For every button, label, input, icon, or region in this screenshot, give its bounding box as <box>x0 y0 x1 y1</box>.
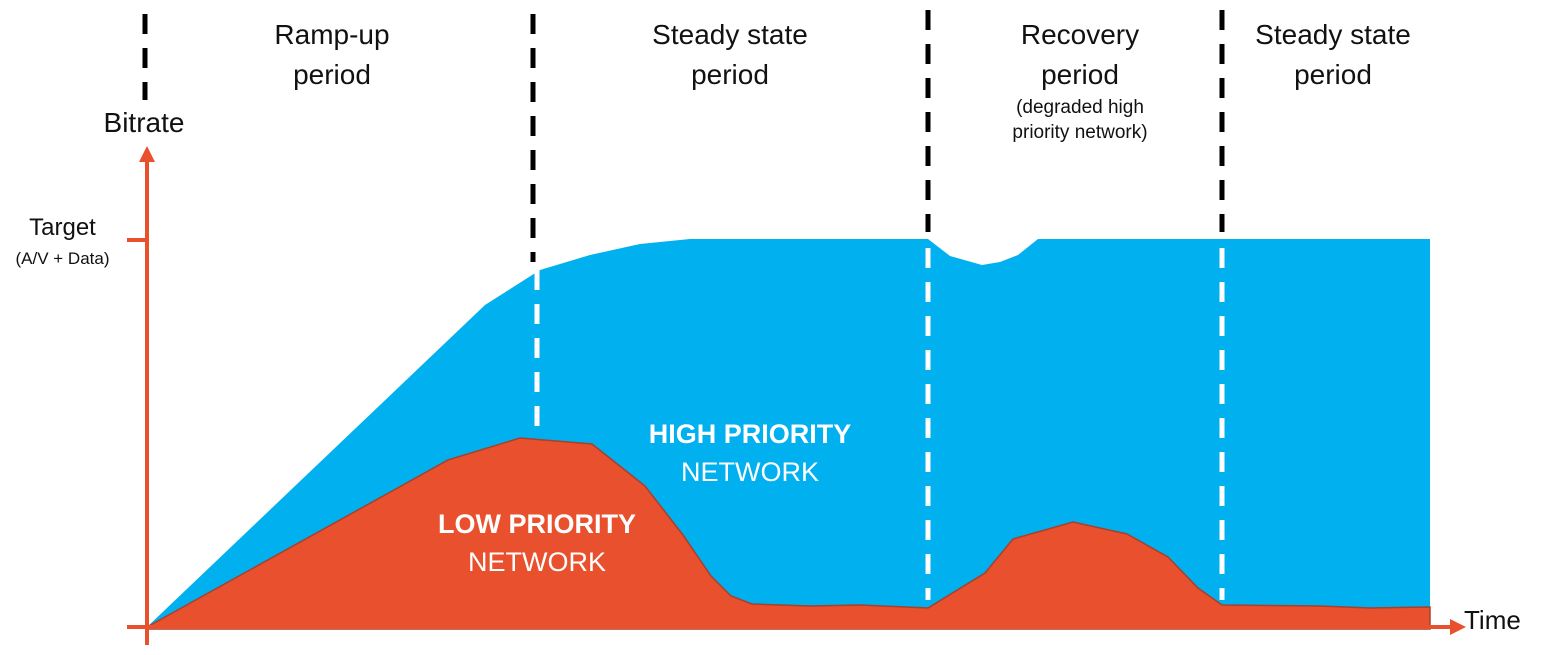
high-priority-subtitle: NETWORK <box>681 457 819 487</box>
low-priority-title: LOW PRIORITY <box>438 509 636 539</box>
period-label-rampup: Ramp-up period <box>232 15 432 95</box>
low-priority-subtitle: NETWORK <box>468 547 606 577</box>
period-label-steady-2: Steady state period <box>1223 15 1443 95</box>
y-axis-arrow <box>139 146 155 162</box>
y-axis-label: Bitrate <box>103 107 185 138</box>
period-subtitle: period <box>691 59 769 90</box>
period-subtitle: period <box>1294 59 1372 90</box>
period-title: Steady state <box>1255 19 1411 50</box>
low-priority-label: LOW PRIORITY NETWORK <box>387 505 687 581</box>
period-note: (degraded high <box>1016 97 1144 118</box>
period-label-recovery: Recovery period (degraded high priority … <box>970 15 1190 145</box>
period-subtitle: period <box>293 59 371 90</box>
high-priority-label: HIGH PRIORITY NETWORK <box>600 415 900 491</box>
period-label-steady-1: Steady state period <box>610 15 850 95</box>
target-sublabel: (A/V + Data) <box>15 249 110 268</box>
period-subtitle: period <box>1041 59 1119 90</box>
period-note: priority network) <box>1012 122 1148 143</box>
period-title: Recovery <box>1020 19 1140 50</box>
x-axis-arrow <box>1450 619 1466 635</box>
target-label: Target <box>29 214 96 241</box>
period-title: Steady state <box>652 19 808 50</box>
low-priority-area <box>146 437 1431 630</box>
x-axis-label: Time <box>1464 605 1521 635</box>
high-priority-title: HIGH PRIORITY <box>648 419 852 449</box>
period-title: Ramp-up <box>274 19 390 50</box>
